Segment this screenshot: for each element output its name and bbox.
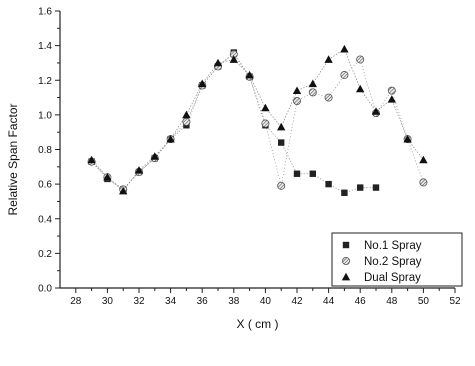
x-tick-label: 28 <box>70 296 82 307</box>
x-tick-label: 34 <box>165 296 177 307</box>
point-no2-spray <box>308 88 317 97</box>
point-no1-spray <box>357 184 364 191</box>
point-dual-spray <box>356 84 365 93</box>
point-no2-spray <box>182 117 191 126</box>
point-no1-spray <box>372 184 380 191</box>
point-no1-spray <box>293 170 301 177</box>
x-tick-label: 50 <box>418 296 430 307</box>
legend-label-dual-spray: Dual Spray <box>364 272 421 284</box>
point-no1-spray <box>309 170 316 177</box>
series-connector-1 <box>91 52 376 194</box>
point-no2-spray <box>419 178 428 187</box>
point-dual-spray <box>261 103 270 112</box>
x-tick-label: 42 <box>291 296 303 307</box>
x-tick-label: 38 <box>228 296 240 307</box>
x-axis-title: X ( cm ) <box>237 317 279 331</box>
point-dual-spray <box>419 155 428 164</box>
data-points <box>87 44 428 196</box>
legend-label-no1-spray: No.1 Spray <box>364 240 422 252</box>
point-dual-spray <box>403 134 412 143</box>
point-no1-spray <box>278 139 285 146</box>
point-dual-spray <box>229 55 238 63</box>
point-dual-spray <box>371 107 381 115</box>
point-dual-spray <box>277 122 286 131</box>
x-tick-label: 44 <box>323 296 335 307</box>
y-axis: 0.0 0.2 0.4 0.6 0.8 1.0 1.2 1.4 1.6 <box>38 7 60 295</box>
x-tick-label: 32 <box>133 296 145 307</box>
point-dual-spray <box>119 186 128 195</box>
x-tick-label: 46 <box>355 296 367 307</box>
point-no1-spray <box>341 189 348 196</box>
series-connector-3 <box>91 48 424 192</box>
point-no2-spray <box>324 93 333 102</box>
x-tick-label: 40 <box>260 296 272 307</box>
legend-markers <box>341 241 351 281</box>
point-dual-spray <box>340 44 349 53</box>
point-no2-spray <box>340 71 349 80</box>
x-tick-label: 36 <box>197 296 209 307</box>
point-no2-spray <box>356 55 365 64</box>
point-dual-spray <box>166 134 175 143</box>
point-dual-spray <box>387 95 396 103</box>
point-dual-spray <box>245 70 254 79</box>
legend-label-no2-spray: No.2 Spray <box>364 256 422 268</box>
y-tick-label: 1.6 <box>38 7 52 18</box>
point-dual-spray <box>308 79 317 88</box>
y-tick-label: 0.4 <box>38 214 52 225</box>
legend: No.1 Spray No.2 Spray Dual Spray <box>331 232 463 287</box>
point-dual-spray <box>103 173 112 181</box>
point-dual-spray <box>134 166 144 174</box>
x-tick-label: 48 <box>386 296 398 307</box>
point-no2-spray <box>387 86 396 95</box>
point-dual-spray <box>324 55 333 63</box>
x-tick-label: 30 <box>102 296 114 307</box>
x-axis: 28 30 32 34 36 38 40 42 44 46 48 50 52 <box>70 288 461 307</box>
point-dual-spray <box>182 110 191 119</box>
legend-marker-no1-spray <box>342 241 350 249</box>
y-axis-title: Relative Span Factor <box>6 103 20 215</box>
y-tick-label: 1.2 <box>38 76 52 87</box>
point-no2-spray <box>261 119 270 128</box>
x-tick-label: 52 <box>449 296 461 307</box>
point-no1-spray <box>325 180 332 188</box>
y-tick-label: 0.8 <box>38 145 52 156</box>
y-tick-label: 0.2 <box>38 249 52 260</box>
y-tick-label: 0.6 <box>38 180 52 191</box>
y-tick-label: 0.0 <box>38 284 52 295</box>
y-tick-label: 1.0 <box>38 110 52 121</box>
point-dual-spray <box>213 58 223 67</box>
legend-marker-no2-spray <box>341 256 350 265</box>
point-no2-spray <box>292 97 301 106</box>
point-dual-spray <box>87 155 96 164</box>
point-dual-spray <box>198 79 207 88</box>
point-dual-spray <box>292 86 302 94</box>
point-dual-spray <box>150 152 159 160</box>
point-no2-spray <box>277 181 286 190</box>
legend-box <box>331 232 463 287</box>
legend-marker-dual-spray <box>341 272 351 281</box>
y-tick-label: 1.4 <box>38 41 52 52</box>
